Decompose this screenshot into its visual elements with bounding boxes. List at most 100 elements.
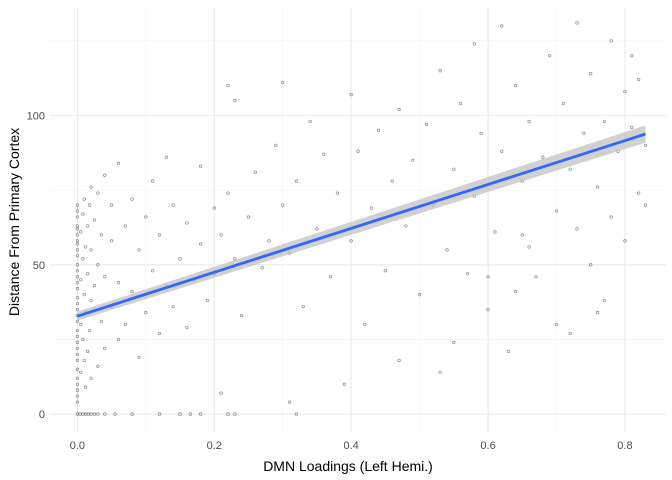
y-tick-label: 50 <box>33 260 45 272</box>
data-point <box>397 358 401 362</box>
data-point <box>130 197 134 201</box>
data-point <box>219 391 223 395</box>
data-point <box>99 319 103 324</box>
data-point <box>205 298 210 303</box>
data-point <box>185 325 189 330</box>
data-point <box>103 275 107 279</box>
data-point <box>459 101 463 106</box>
regression-line <box>76 132 646 318</box>
data-point <box>85 224 90 228</box>
data-point <box>630 125 634 130</box>
data-point <box>554 209 559 213</box>
x-tick-label: 0.2 <box>207 440 222 452</box>
data-point <box>486 275 490 279</box>
data-point <box>212 206 216 210</box>
data-point <box>88 203 92 207</box>
data-point <box>164 155 169 159</box>
data-point <box>81 212 85 216</box>
y-tick-label: 100 <box>27 110 45 122</box>
data-point <box>116 281 121 285</box>
data-point <box>226 412 230 416</box>
data-point <box>438 370 442 374</box>
data-point <box>185 221 189 225</box>
data-point <box>376 128 381 133</box>
data-point <box>287 400 292 404</box>
data-point <box>92 284 97 288</box>
data-point <box>144 215 148 219</box>
data-point <box>151 269 155 273</box>
data-point <box>301 304 305 309</box>
data-point <box>294 412 299 416</box>
data-point <box>82 197 86 201</box>
data-point <box>89 412 93 416</box>
data-point <box>452 167 456 171</box>
data-point <box>397 107 401 112</box>
data-point <box>83 385 88 389</box>
data-point <box>75 394 80 398</box>
x-tick-label: 0.6 <box>480 440 495 452</box>
data-point <box>636 191 641 195</box>
data-point <box>636 78 641 82</box>
data-point <box>75 352 80 357</box>
data-point <box>349 92 353 97</box>
data-point <box>575 21 579 25</box>
data-point <box>82 358 86 362</box>
data-point <box>383 269 388 273</box>
x-axis-ticks: 0.0 0.2 0.4 0.6 0.8 <box>70 440 633 452</box>
data-point <box>75 412 80 416</box>
data-point <box>575 227 579 231</box>
data-point <box>81 337 85 342</box>
data-point <box>370 206 374 210</box>
data-point <box>96 263 100 267</box>
x-tick-label: 0.8 <box>617 440 632 452</box>
y-tick-label: 0 <box>39 409 45 421</box>
data-point <box>445 248 449 252</box>
data-point <box>85 272 90 276</box>
data-point <box>92 218 97 222</box>
data-point <box>103 412 107 416</box>
data-point <box>75 367 80 371</box>
data-point <box>103 173 107 177</box>
data-point <box>541 155 545 159</box>
data-point <box>92 412 97 416</box>
data-point <box>96 191 100 195</box>
data-point <box>198 242 203 246</box>
data-point <box>335 191 340 195</box>
data-point <box>602 298 607 303</box>
data-point <box>113 412 117 416</box>
x-axis-title: DMN Loadings (Left Hemi.) <box>263 458 433 474</box>
data-point <box>151 179 155 183</box>
data-point <box>233 412 237 416</box>
data-point <box>81 257 85 261</box>
data-point <box>294 179 299 183</box>
data-point <box>178 257 182 261</box>
data-point <box>83 245 88 249</box>
data-point <box>486 307 490 312</box>
data-point <box>561 101 565 106</box>
data-point <box>260 266 264 270</box>
data-point <box>75 281 80 285</box>
data-point <box>363 322 367 327</box>
data-point <box>75 209 80 213</box>
data-point <box>328 275 333 279</box>
data-point <box>417 292 422 297</box>
data-point <box>643 143 648 148</box>
data-point <box>75 263 80 267</box>
data-point <box>123 322 127 327</box>
data-point <box>404 224 408 228</box>
data-point <box>547 54 552 58</box>
data-point <box>109 203 114 207</box>
data-point <box>253 170 257 174</box>
data-point <box>438 69 442 73</box>
data-point <box>322 152 326 156</box>
data-point <box>342 382 346 386</box>
data-point <box>88 328 92 333</box>
data-point <box>568 331 572 336</box>
data-point <box>75 233 80 237</box>
data-point <box>75 215 80 219</box>
y-axis-ticks: 0 50 100 <box>27 110 45 421</box>
data-point <box>86 412 90 416</box>
data-point <box>89 298 93 303</box>
data-point <box>75 242 80 246</box>
